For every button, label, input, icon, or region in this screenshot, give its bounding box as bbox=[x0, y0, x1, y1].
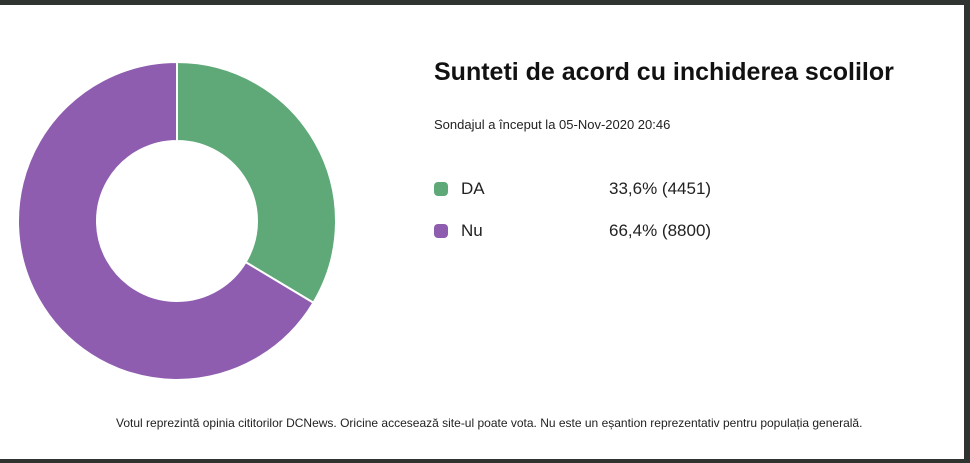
legend-value-da: 33,6% (4451) bbox=[609, 179, 712, 198]
poll-card: Sunteti de acord cu inchiderea scolilor … bbox=[0, 5, 964, 459]
donut-slice-nu bbox=[17, 60, 315, 381]
legend-swatch-nu bbox=[434, 224, 448, 238]
window-frame-top bbox=[0, 0, 970, 5]
legend-item-nu: Nu 66,4% (8800) bbox=[434, 220, 854, 242]
window-frame-right bbox=[964, 0, 970, 463]
legend-swatch-da bbox=[434, 182, 448, 196]
legend-item-da: DA 33,6% (4451) bbox=[434, 178, 854, 200]
donut-chart bbox=[17, 60, 337, 381]
window-frame-bottom bbox=[0, 459, 970, 463]
poll-disclaimer: Votul reprezintă opinia cititorilor DCNe… bbox=[116, 416, 863, 430]
poll-title: Sunteti de acord cu inchiderea scolilor bbox=[434, 58, 894, 86]
legend-value-nu: 66,4% (8800) bbox=[609, 221, 712, 240]
poll-subtitle: Sondajul a început la 05-Nov-2020 20:46 bbox=[434, 117, 671, 132]
legend-label-da: DA bbox=[461, 179, 485, 198]
legend-label-nu: Nu bbox=[461, 221, 483, 240]
donut-slice-da bbox=[176, 60, 337, 305]
